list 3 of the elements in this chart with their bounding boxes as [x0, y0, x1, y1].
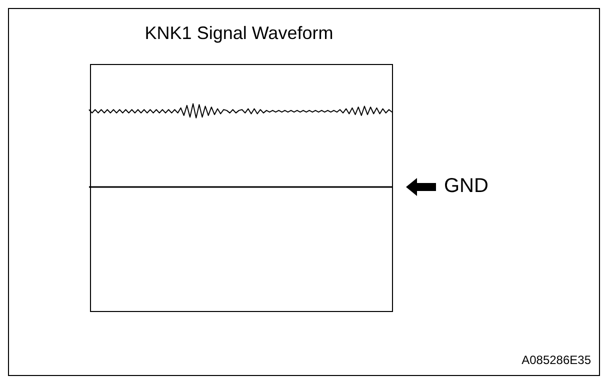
chart-title: KNK1 Signal Waveform	[144, 23, 334, 44]
ref-line-label: GND	[444, 175, 488, 198]
text: A085286E35	[522, 353, 591, 367]
